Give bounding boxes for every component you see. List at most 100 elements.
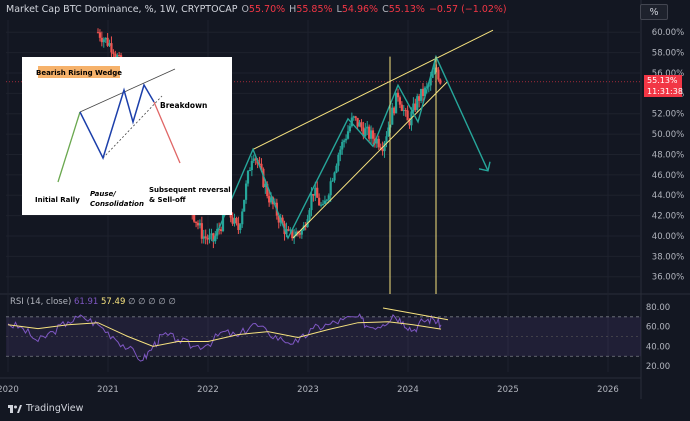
candle-body	[341, 141, 344, 150]
candle-body	[319, 204, 323, 206]
candle-body	[325, 199, 328, 201]
candle-body	[202, 236, 205, 239]
candle-body	[98, 32, 102, 38]
candle-body	[114, 53, 117, 58]
candle-body	[381, 148, 384, 152]
candle-body	[433, 67, 436, 74]
candle-body	[210, 233, 213, 236]
candle-body	[360, 122, 363, 128]
candle-body	[333, 172, 336, 181]
candle-body	[310, 193, 313, 211]
percent-scale-button[interactable]: %	[640, 4, 668, 20]
last-price-tag: 55.13% 11:31:38	[644, 75, 683, 97]
candle-body	[350, 117, 353, 127]
inset-selloff-label: & Sell-off	[149, 196, 186, 204]
wedge-inset-diagram: Bearish Rising Wedge Breakdown Initial Ral…	[22, 57, 232, 215]
candle-body	[231, 217, 234, 224]
tradingview-wordmark: TradingView	[26, 403, 84, 414]
rsi-legend[interactable]: RSI (14, close) 61.91 57.49 ∅ ∅ ∅ ∅ ∅	[10, 297, 176, 307]
candle-body	[118, 55, 121, 57]
candle-body	[289, 229, 292, 231]
candle-body	[387, 127, 390, 137]
candle-body	[244, 183, 248, 200]
candle-body	[393, 107, 396, 114]
candle-body	[193, 213, 196, 222]
candle-body	[404, 110, 407, 112]
candle-body	[398, 97, 402, 105]
candle-body	[427, 85, 430, 87]
price-tick-label: 40.00%	[652, 232, 684, 242]
candle-body	[262, 168, 265, 188]
candle-body	[212, 233, 215, 242]
rsi-tick-label: 80.00	[646, 303, 670, 313]
candle-body	[100, 37, 103, 43]
candle-body	[321, 204, 325, 206]
candle-body	[385, 136, 388, 143]
symbol-legend[interactable]: Market Cap BTC Dominance, %, 1W, CRYPTOC…	[6, 4, 507, 18]
candle-body	[233, 218, 236, 224]
candle-body	[379, 147, 382, 149]
price-axis[interactable]: 36.00% 38.00% 40.00% 42.00% 44.00% 46.00% 48.0…	[652, 28, 684, 283]
time-tick-label: 2024	[397, 385, 419, 395]
candle-body	[252, 158, 255, 161]
candle-body	[439, 79, 442, 84]
inset-wedge-zigzag	[79, 83, 155, 161]
candle-body	[400, 104, 403, 111]
candle-body	[291, 229, 294, 239]
candle-body	[268, 196, 271, 203]
candle-body	[402, 110, 405, 112]
candle-body	[308, 210, 311, 220]
inset-title: Bearish Rising Wedge	[36, 69, 122, 77]
tradingview-logo-icon	[8, 404, 22, 413]
rsi-tick-label: 60.00	[646, 323, 670, 333]
rsi-pane	[6, 307, 641, 362]
inset-pause-label: Pause/	[90, 190, 117, 198]
inset-upper-line	[79, 68, 176, 113]
candle-body	[429, 77, 432, 86]
candle-body	[294, 231, 298, 237]
candle-body	[204, 236, 207, 238]
candle-body	[104, 37, 107, 40]
candle-body	[250, 160, 253, 171]
candle-body	[323, 200, 327, 205]
rsi-tick-label: 20.00	[646, 362, 670, 372]
time-tick-label: 2023	[297, 385, 319, 395]
candle-body	[437, 69, 440, 80]
candle-body	[194, 221, 198, 223]
candle-body	[423, 87, 427, 96]
candle-body	[206, 237, 209, 240]
candle-body	[246, 170, 250, 184]
candle-body	[408, 120, 411, 126]
inset-initial-label: Initial Rally	[35, 196, 80, 204]
candle-body	[116, 55, 119, 58]
wedge-upper-line	[252, 29, 494, 150]
candle-body	[425, 86, 428, 88]
candle-body	[391, 107, 394, 125]
candle-body	[266, 183, 269, 197]
candle-body	[346, 131, 350, 139]
time-tick-label: 2022	[197, 385, 219, 395]
candle-body	[416, 96, 419, 110]
candle-body	[335, 165, 338, 173]
candle-body	[377, 138, 380, 148]
candle-body	[327, 195, 330, 200]
candle-body	[362, 127, 365, 137]
rsi-axis[interactable]: 20.00 40.00 60.00 80.00	[646, 303, 670, 372]
candle-body	[344, 138, 348, 141]
low-value: 54.96%	[341, 4, 379, 15]
price-tick-label: 46.00%	[652, 171, 684, 181]
candle-body	[318, 197, 321, 206]
candle-body	[239, 224, 242, 230]
candle-body	[412, 103, 415, 112]
candle-body	[269, 197, 273, 203]
price-tick-label: 56.00%	[652, 69, 684, 79]
candle-body	[369, 130, 373, 139]
tradingview-logo[interactable]: TradingView	[8, 403, 83, 414]
candle-body	[219, 229, 223, 232]
close-label: C	[382, 4, 389, 15]
candle-body	[364, 128, 367, 137]
candle-body	[352, 116, 355, 118]
candle-body	[419, 88, 423, 101]
